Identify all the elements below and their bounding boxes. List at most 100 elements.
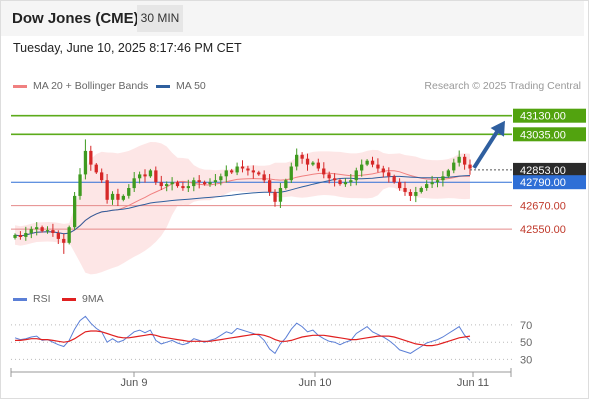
candle-body: [419, 188, 423, 192]
level-label-42853.00: 42853.00: [520, 165, 566, 177]
credit-text: Research © 2025 Trading Central: [424, 80, 581, 92]
candle-body: [289, 166, 293, 181]
candle-body: [468, 164, 472, 169]
candle-body: [268, 180, 272, 192]
level-badge-42853.00: [513, 162, 586, 177]
candle-body: [370, 160, 375, 165]
candle-body: [392, 176, 396, 183]
candle-body: [94, 164, 98, 173]
legend-bollinger: MA 20 + Bollinger Bands: [13, 80, 148, 92]
candle-body: [192, 180, 196, 187]
candle-body: [463, 156, 467, 165]
candle-body: [414, 192, 418, 196]
level-badge-43130.00: [513, 108, 586, 123]
candle-body: [213, 180, 218, 183]
candle-body: [300, 154, 304, 159]
candle-body: [24, 233, 28, 237]
candle-body: [452, 162, 456, 171]
timeframe-button[interactable]: 30 MIN: [137, 5, 183, 32]
candle-body: [376, 164, 380, 169]
candle-body: [251, 170, 255, 173]
candle-body: [186, 186, 190, 189]
candle-body: [159, 182, 163, 187]
bollinger-swatch: [13, 84, 27, 88]
candle-body: [45, 230, 50, 232]
candle-body: [354, 170, 358, 181]
candle-body: [327, 174, 331, 179]
candle-body: [105, 180, 109, 200]
level-label-42790.00: 42790.00: [520, 177, 566, 189]
legend-rsi-label: RSI: [33, 293, 51, 305]
candle-body: [246, 168, 250, 171]
rsi-tick-30: 30: [520, 354, 532, 366]
candle-body: [132, 178, 136, 189]
candle-body: [170, 182, 174, 185]
candle-body: [121, 195, 125, 200]
candle-body: [262, 174, 266, 181]
candle-body: [224, 170, 228, 177]
candle-body: [110, 193, 115, 200]
candle-body: [18, 235, 23, 237]
candle-body: [78, 174, 82, 196]
candle-body: [343, 182, 348, 185]
candle-body: [208, 182, 212, 185]
candle-body: [365, 160, 369, 165]
ma9-swatch: [62, 297, 76, 301]
candle-body: [67, 227, 71, 243]
rsi-swatch: [13, 297, 27, 301]
level-label-42670.00: 42670.00: [520, 201, 566, 213]
candle-body: [83, 150, 88, 175]
candle-body: [127, 188, 131, 196]
legend-rsi: RSI: [13, 293, 51, 305]
candle-body: [322, 168, 326, 175]
level-label-43035.00: 43035.00: [520, 129, 566, 141]
candle-body: [316, 162, 320, 169]
candle-body: [398, 182, 402, 189]
candle-body: [333, 178, 337, 181]
candle-body: [349, 180, 353, 183]
rsi-tick-70: 70: [520, 320, 532, 332]
candle-body: [230, 170, 234, 173]
candle-body: [381, 168, 385, 173]
candle-body: [457, 156, 461, 163]
candle-body: [56, 233, 60, 239]
candle-body: [197, 180, 201, 183]
candle-body: [430, 182, 434, 185]
ma50-swatch: [156, 84, 170, 88]
candle-body: [219, 176, 223, 181]
candle-body: [181, 186, 185, 189]
candle-body: [40, 227, 44, 232]
candle-body: [273, 192, 277, 202]
candle-body: [175, 182, 180, 187]
candle-body: [240, 166, 245, 169]
candle-body: [425, 184, 429, 188]
candle-body: [165, 184, 169, 187]
candle-body: [73, 195, 77, 228]
rsi-ma9-line: [15, 330, 471, 347]
candle-body: [100, 172, 104, 181]
chart-header: Dow Jones (CME) 30 MIN: [0, 0, 584, 36]
candle-body: [257, 172, 261, 175]
candle-body: [203, 182, 207, 185]
level-badge-43035.00: [513, 127, 586, 142]
x-tick-label: Jun 9: [121, 377, 148, 389]
candles-layer: [13, 139, 472, 254]
candle-body: [408, 192, 413, 196]
candle-body: [62, 238, 66, 243]
candle-body: [143, 174, 147, 177]
forecast-arrow-layer: [472, 120, 505, 169]
level-label-43130.00: 43130.00: [520, 111, 566, 123]
forecast-arrow-head: [490, 120, 505, 137]
level-badge-42790.00: [513, 175, 586, 190]
timestamp: Tuesday, June 10, 2025 8:17:46 PM CET: [13, 41, 242, 55]
level-lines-layer: [11, 114, 512, 230]
candle-body: [305, 158, 310, 165]
candle-body: [435, 180, 440, 183]
candle-body: [35, 227, 39, 230]
candle-body: [441, 176, 445, 181]
forecast-arrow-shaft: [472, 127, 501, 169]
candle-body: [311, 162, 315, 165]
candle-body: [116, 193, 120, 200]
